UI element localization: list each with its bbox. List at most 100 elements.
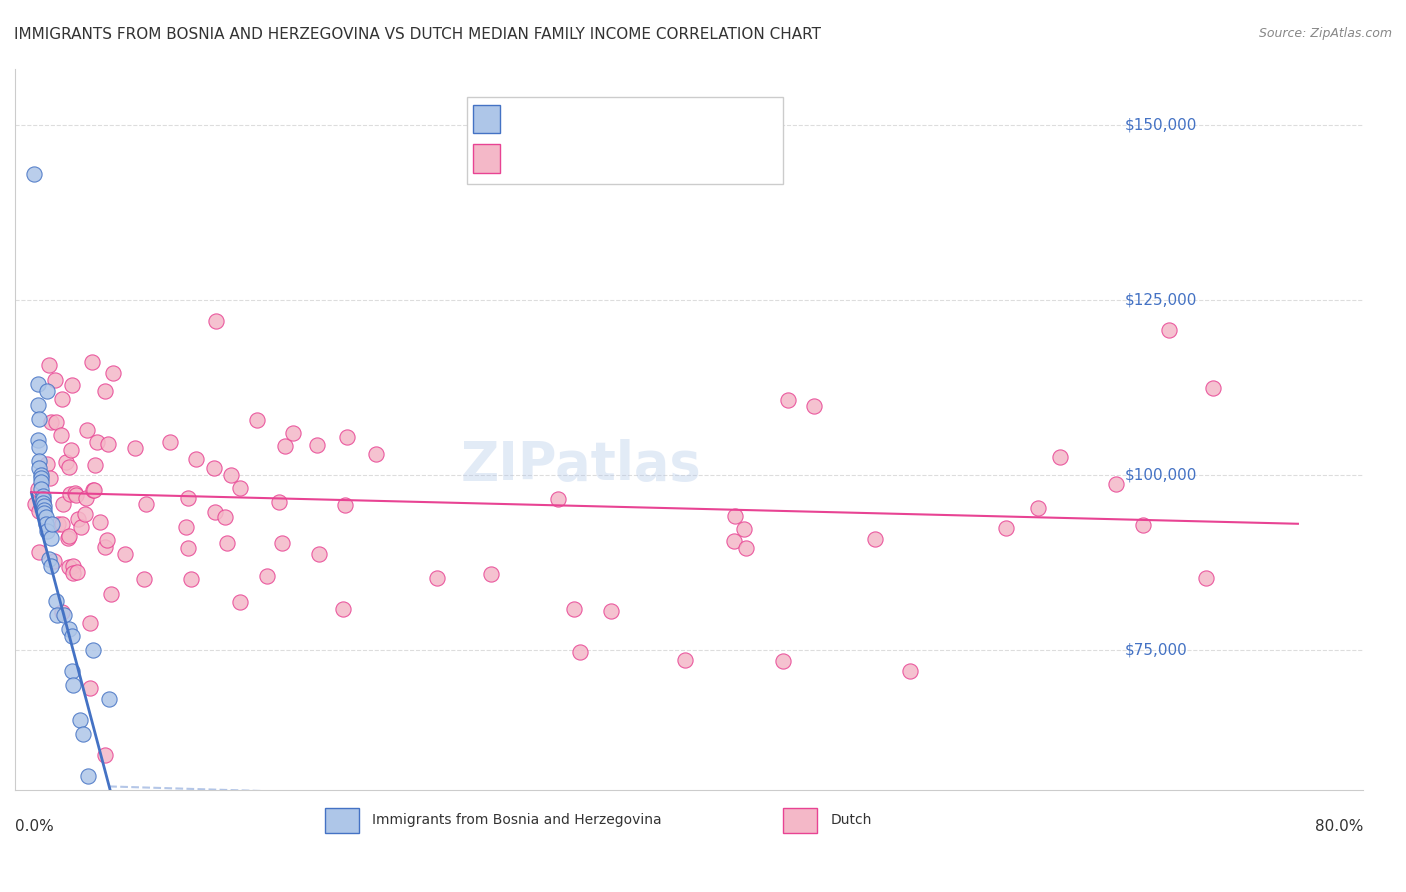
Dutch [44,373,66,387]
Immigrants from Bosnia and Herzegovina [28,440,51,454]
Dutch [65,488,87,502]
Dutch [79,681,101,696]
Dutch [51,392,73,407]
Immigrants from Bosnia and Herzegovina [27,376,49,391]
Text: $125,000: $125,000 [1125,293,1197,307]
Dutch [1026,501,1049,516]
Dutch [37,457,59,471]
Dutch [51,516,73,531]
Immigrants from Bosnia and Herzegovina [28,411,51,425]
Dutch [59,487,82,501]
Dutch [778,392,800,407]
Dutch [80,355,103,369]
Dutch [174,520,197,534]
Dutch [56,532,79,546]
Dutch [63,485,86,500]
Immigrants from Bosnia and Herzegovina [31,492,53,507]
Text: $100,000: $100,000 [1125,467,1197,483]
Dutch [75,507,97,521]
Dutch [673,653,696,667]
Dutch [219,468,242,483]
Immigrants from Bosnia and Herzegovina [60,664,83,678]
Dutch [724,508,747,523]
Dutch [62,558,84,573]
Immigrants from Bosnia and Herzegovina [62,678,84,692]
Dutch [75,491,97,506]
Dutch [204,505,226,519]
Immigrants from Bosnia and Herzegovina [30,467,52,482]
Immigrants from Bosnia and Herzegovina [77,769,100,783]
Immigrants from Bosnia and Herzegovina [24,167,46,181]
Dutch [76,423,98,437]
Immigrants from Bosnia and Herzegovina [82,643,104,657]
Immigrants from Bosnia and Herzegovina [30,471,52,485]
FancyBboxPatch shape [325,808,359,833]
Immigrants from Bosnia and Herzegovina [98,691,121,706]
Dutch [45,416,67,430]
Dutch [86,434,108,449]
Dutch [723,533,745,548]
Dutch [65,566,87,580]
Text: $75,000: $75,000 [1125,642,1187,657]
Dutch [214,509,236,524]
Dutch [898,664,921,678]
Dutch [308,547,330,561]
Text: Source: ZipAtlas.com: Source: ZipAtlas.com [1258,27,1392,40]
Dutch [229,595,252,609]
Dutch [67,512,90,526]
Dutch [96,533,118,548]
Dutch [44,554,66,568]
Dutch [569,645,592,659]
Dutch [124,442,146,456]
Immigrants from Bosnia and Herzegovina [60,629,83,643]
Dutch [562,601,585,615]
Dutch [94,540,117,554]
Text: Dutch: Dutch [831,814,872,827]
Immigrants from Bosnia and Herzegovina [32,500,55,514]
Dutch [27,482,49,496]
Immigrants from Bosnia and Herzegovina [72,727,94,741]
Dutch [281,425,304,440]
Dutch [332,602,354,616]
Text: $150,000: $150,000 [1125,117,1197,132]
Dutch [94,747,117,762]
Dutch [51,605,73,619]
Dutch [49,428,72,442]
Dutch [176,491,198,505]
Dutch [32,494,55,508]
Dutch [176,541,198,555]
Immigrants from Bosnia and Herzegovina [46,607,69,622]
Dutch [271,536,294,550]
Dutch [256,569,278,583]
Dutch [803,399,825,413]
FancyBboxPatch shape [467,97,783,184]
Immigrants from Bosnia and Herzegovina [30,482,52,496]
Dutch [735,541,758,555]
Immigrants from Bosnia and Herzegovina [28,454,51,468]
Immigrants from Bosnia and Herzegovina [28,460,51,475]
Dutch [62,566,84,580]
Immigrants from Bosnia and Herzegovina [58,622,80,636]
Dutch [46,516,69,531]
Text: 0.0%: 0.0% [15,819,53,834]
Dutch [69,520,91,534]
Dutch [38,471,60,485]
Dutch [863,532,886,546]
Dutch [52,497,75,511]
Immigrants from Bosnia and Herzegovina [31,489,53,503]
Immigrants from Bosnia and Herzegovina [27,398,49,412]
Dutch [1159,323,1181,337]
Dutch [246,412,269,426]
Dutch [1132,518,1154,533]
Dutch [89,515,111,529]
Dutch [159,435,181,450]
Text: IMMIGRANTS FROM BOSNIA AND HERZEGOVINA VS DUTCH MEDIAN FAMILY INCOME CORRELATION: IMMIGRANTS FROM BOSNIA AND HERZEGOVINA V… [14,27,821,42]
Dutch [217,536,239,550]
Dutch [134,573,156,587]
Dutch [100,587,122,601]
Dutch [274,440,297,454]
Dutch [38,358,60,372]
Dutch [1049,450,1071,465]
Dutch [180,573,202,587]
Dutch [336,430,359,444]
